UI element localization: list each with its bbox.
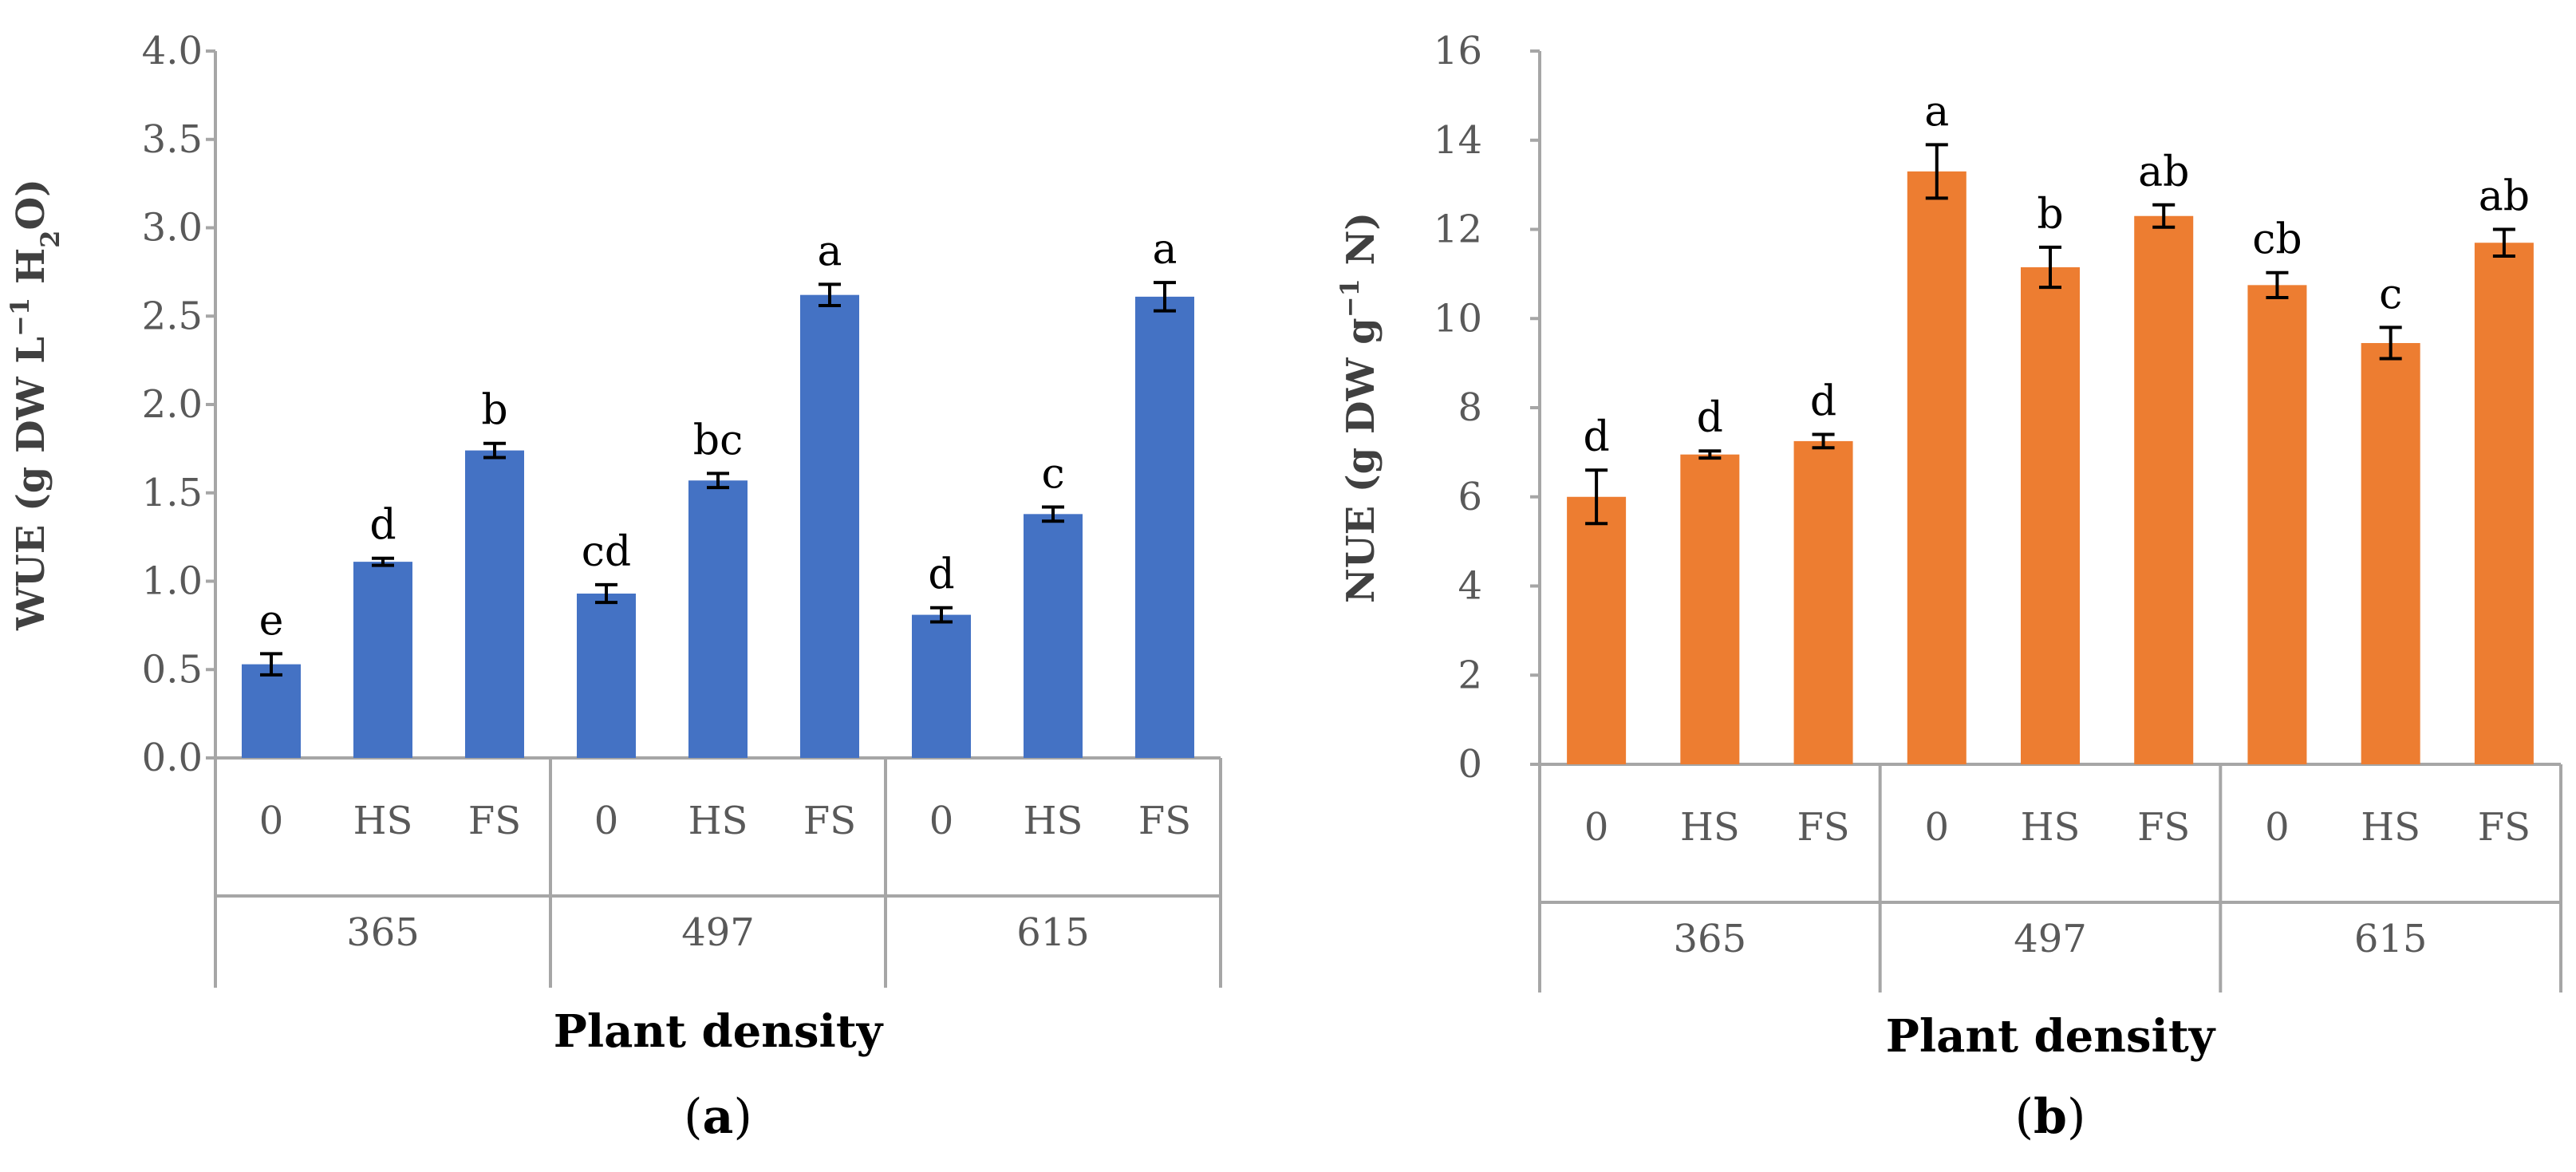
x-tick-label: 0 (594, 799, 619, 843)
x-tick-label: 0 (1584, 805, 1609, 850)
y-tick-label: 10 (1434, 296, 1482, 341)
y-axis-title: WUE (g DW L−1 H2O) (5, 179, 65, 631)
y-tick-label: 14 (1434, 118, 1482, 163)
y-tick-label: 2 (1458, 653, 1482, 697)
y-axis-title: NUE (g DW g−1 N) (1335, 212, 1383, 603)
x-axis-title: Plant density (1886, 1010, 2216, 1063)
group-label: 615 (1016, 910, 1090, 955)
group-label: 365 (1674, 917, 1747, 961)
bar (1024, 514, 1083, 758)
y-tick-label: 3.5 (142, 117, 203, 162)
significance-letter: b (481, 387, 507, 435)
chart-nue: 0 2 4 6 8 10 12 14 16 d 0 d HS d FS a 0 b HS ab FS cb 0 c HS ab FS… (1335, 29, 2562, 1145)
significance-letter: d (928, 551, 954, 599)
significance-letter: c (1041, 450, 1064, 498)
group-label: 365 (346, 910, 420, 955)
y-tick-label: 1.5 (142, 471, 203, 515)
y-tick-label: 3.0 (142, 206, 203, 251)
panel-label: (a) (684, 1089, 752, 1145)
panel-label: (b) (2015, 1089, 2086, 1145)
bar (2134, 215, 2194, 764)
significance-letter: ab (2138, 148, 2189, 196)
bar (2247, 285, 2307, 764)
bar (577, 594, 636, 758)
group-label: 497 (681, 910, 755, 955)
y-tick-label: 0.5 (142, 647, 203, 692)
x-tick-label: FS (1138, 799, 1191, 843)
significance-letter: b (2037, 191, 2063, 239)
x-tick-label: HS (688, 799, 748, 843)
significance-letter: e (259, 597, 284, 645)
bar (242, 664, 301, 758)
significance-letter: a (817, 227, 842, 275)
y-tick-label: 6 (1458, 475, 1482, 519)
bar (353, 562, 412, 758)
bar (1680, 454, 1740, 764)
x-tick-label: HS (2361, 805, 2420, 850)
significance-letter: a (1152, 226, 1177, 274)
x-tick-label: 0 (929, 799, 954, 843)
x-tick-label: 0 (2265, 805, 2290, 850)
y-tick-label: 2.5 (142, 294, 203, 338)
x-tick-label: FS (2478, 805, 2531, 850)
bar (912, 614, 971, 758)
y-tick-label: 0.0 (142, 736, 203, 780)
significance-letter: d (1583, 413, 1609, 461)
bar (800, 294, 859, 758)
significance-letter: c (2379, 270, 2402, 318)
x-tick-label: HS (2021, 805, 2081, 850)
bar (1793, 440, 1853, 764)
group-label: 497 (2014, 917, 2087, 961)
x-tick-label: HS (353, 799, 413, 843)
y-tick-label: 4 (1458, 564, 1482, 609)
significance-letter: a (1924, 88, 1949, 136)
significance-letter: cb (2252, 216, 2302, 264)
y-tick-label: 8 (1458, 385, 1482, 430)
x-tick-label: FS (1797, 805, 1849, 850)
bar (688, 480, 748, 758)
y-tick-label: 1.0 (142, 559, 203, 604)
significance-letter: ab (2479, 173, 2530, 221)
significance-letter: cd (582, 528, 631, 576)
y-tick-label: 2.0 (142, 382, 203, 427)
bar (2474, 243, 2534, 764)
x-axis-title: Plant density (554, 1005, 884, 1058)
x-tick-label: FS (803, 799, 856, 843)
x-tick-label: HS (1680, 805, 1740, 850)
bar (465, 450, 524, 758)
bar (2361, 342, 2420, 764)
x-tick-label: HS (1024, 799, 1083, 843)
significance-letter: bc (693, 416, 743, 464)
x-tick-label: FS (2137, 805, 2190, 850)
bar (1567, 496, 1627, 764)
y-tick-label: 12 (1434, 207, 1482, 252)
x-tick-label: FS (468, 799, 521, 843)
significance-letter: d (369, 502, 396, 550)
bar (1907, 171, 1967, 765)
bar (1135, 296, 1194, 758)
y-tick-label: 4.0 (142, 29, 203, 73)
y-tick-label: 16 (1434, 29, 1482, 73)
y-tick-label: 0 (1458, 742, 1482, 787)
bar (2021, 266, 2080, 764)
group-label: 615 (2354, 917, 2428, 961)
significance-letter: d (1697, 394, 1723, 442)
significance-letter: d (1810, 378, 1836, 426)
chart-wue: 0.00.51.01.52.02.53.03.54.0e0dHSbFScd0bc… (5, 29, 1222, 1145)
x-tick-label: 0 (259, 799, 284, 843)
x-tick-label: 0 (1925, 805, 1950, 850)
